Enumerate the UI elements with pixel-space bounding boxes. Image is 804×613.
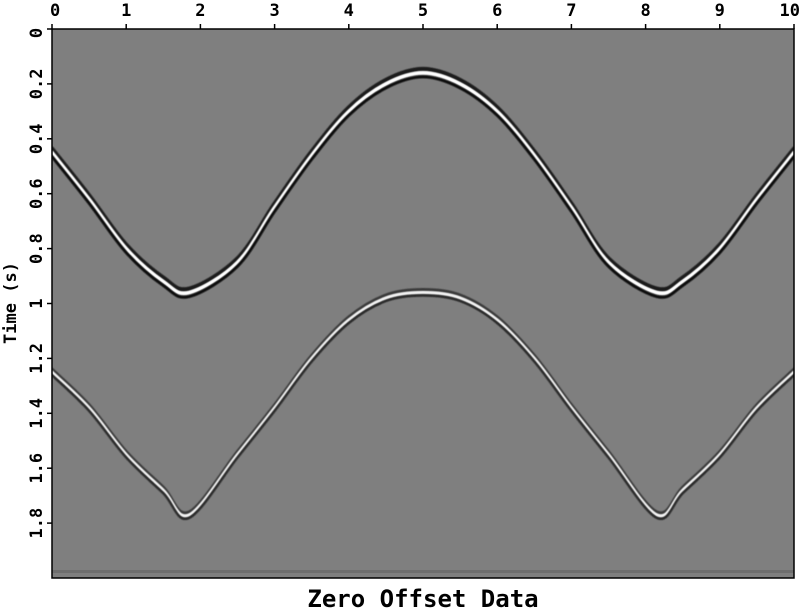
x-tick-label: 3: [269, 1, 279, 21]
y-tick-label: 1.6: [27, 453, 47, 484]
x-tick-label: 7: [566, 1, 576, 21]
x-tick-label: 9: [715, 1, 725, 21]
y-tick-label: 0.6: [27, 178, 47, 209]
lower-reflection-trace: [52, 288, 794, 515]
y-tick-label: 0.4: [27, 123, 47, 154]
y-tick-label: 1.8: [27, 508, 47, 539]
bottom-edge-artifact: [52, 570, 794, 573]
x-tick-label: 0: [50, 1, 60, 21]
y-axis: 0 0.2 0.4 0.6 0.8 1 1.2 1.4 1.6 1.8: [27, 28, 52, 539]
y-tick-label: 1.2: [27, 343, 47, 374]
x-tick-label: 5: [418, 1, 428, 21]
x-tick-label: 4: [344, 1, 354, 21]
lower-reflection-trace: [52, 294, 794, 521]
chart-title: Zero Offset Data: [307, 585, 538, 613]
seismic-events: [52, 66, 794, 573]
y-tick-label: 0.2: [27, 69, 47, 100]
y-axis-label: Time (s): [1, 262, 21, 344]
upper-reflection-trace: [52, 71, 794, 296]
x-tick-label: 2: [195, 1, 205, 21]
x-tick-label: 8: [640, 1, 650, 21]
x-tick-label: 10: [780, 1, 800, 21]
lower-reflection-trace: [52, 291, 794, 518]
y-tick-label: 1.4: [27, 398, 47, 429]
plot-background: [52, 29, 794, 578]
upper-reflection-trace: [52, 66, 794, 292]
y-tick-label: 1: [27, 298, 47, 308]
x-axis: 0 1 2 3 4 5 6 7 8 9 10: [50, 1, 800, 29]
y-tick-label: 0.8: [27, 233, 47, 264]
upper-reflection-trace: [52, 75, 794, 299]
y-tick-label: 0: [27, 28, 47, 38]
x-tick-label: 6: [492, 1, 502, 21]
x-tick-label: 1: [121, 1, 131, 21]
